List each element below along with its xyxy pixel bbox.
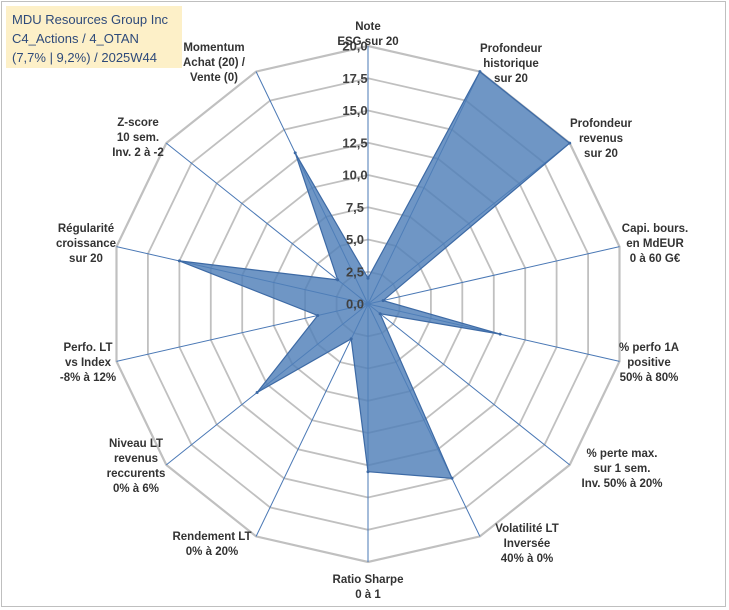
data-point-11	[177, 259, 181, 263]
axis-label-5-line-2: Inv. 50% à 20%	[582, 478, 663, 490]
axis-label-2-line-1: revenus	[579, 133, 623, 145]
axis-label-10: Perfo. LT vs Index -8% à 12%	[60, 342, 116, 384]
tick-label-0: 0,0	[346, 297, 364, 312]
axis-label-12-line-0: Z-score	[117, 117, 159, 129]
data-point-7	[366, 470, 370, 474]
axis-label-10-line-0: Perfo. LT	[64, 342, 113, 354]
axis-label-1-line-0: Profondeur	[480, 43, 542, 55]
axis-label-10-line-1: vs Index	[65, 357, 112, 369]
spoke-5	[367, 303, 571, 466]
axis-label-1: Profondeur historique sur 20	[480, 43, 542, 85]
axis-label-0: Note ESG sur 20	[337, 21, 398, 48]
axis-label-10-line-2: -8% à 12%	[60, 372, 116, 384]
data-point-5	[378, 312, 382, 316]
axis-label-8-line-0: Rendement LT	[172, 531, 251, 543]
axis-label-0-line-0: Note	[355, 21, 381, 33]
tick-label-6: 15,0	[342, 103, 367, 118]
axis-label-9-line-3: 0% à 6%	[113, 483, 159, 495]
axis-label-5: % perte max. sur 1 sem. Inv. 50% à 20%	[582, 448, 663, 490]
tick-label-4: 10,0	[342, 168, 367, 183]
data-point-3	[381, 299, 385, 303]
data-point-8	[349, 337, 353, 341]
axis-label-7-line-1: 0 à 1	[355, 589, 381, 601]
axis-label-8-line-1: 0% à 20%	[186, 546, 238, 558]
data-point-12	[336, 278, 340, 282]
axis-label-13: Momentum Achat (20) / Vente (0)	[183, 42, 246, 84]
tick-label-8: 20,0	[342, 39, 367, 54]
axis-label-3-line-1: en MdEUR	[626, 238, 684, 250]
radar-axis-labels: Note ESG sur 20 Profondeur historique sur 20…	[56, 21, 688, 601]
axis-label-11-line-0: Régularité	[58, 223, 114, 235]
axis-label-9-line-2: reccurents	[107, 468, 166, 480]
data-point-2	[568, 141, 572, 145]
axis-label-12: Z-score 10 sem. Inv. 2 à -2	[112, 117, 164, 159]
tick-label-7: 17,5	[342, 71, 367, 86]
axis-label-13-line-1: Achat (20) /	[183, 57, 246, 69]
axis-label-3-line-2: 0 à 60 G€	[630, 253, 681, 265]
data-point-6	[450, 476, 454, 480]
title-line-category: C4_Actions / 4_OTAN	[12, 31, 139, 46]
axis-label-1-line-1: historique	[483, 58, 539, 70]
spoke-8	[255, 303, 369, 537]
axis-label-12-line-1: 10 sem.	[117, 132, 159, 144]
axis-label-4-line-0: % perfo 1A	[619, 342, 679, 354]
data-point-10	[316, 314, 320, 317]
axis-label-5-line-0: % perte max.	[587, 448, 658, 460]
axis-label-11-line-1: croissance	[56, 238, 116, 250]
axis-label-3-line-0: Capi. bours.	[622, 223, 688, 235]
data-point-0	[366, 276, 370, 280]
axis-label-6-line-0: Volatilité LT	[495, 523, 558, 535]
axis-label-7: Ratio Sharpe 0 à 1	[333, 574, 404, 601]
axis-label-11-line-2: sur 20	[69, 253, 103, 265]
data-point-13	[293, 151, 297, 155]
data-point-4	[498, 332, 502, 336]
axis-label-13-line-0: Momentum	[183, 42, 244, 54]
axis-label-11: Régularité croissance sur 20	[56, 223, 116, 265]
axis-label-2: Profondeur revenus sur 20	[570, 118, 632, 160]
tick-label-2: 5,0	[346, 232, 364, 247]
radar-data	[177, 70, 572, 480]
axis-label-8: Rendement LT 0% à 20%	[172, 531, 251, 558]
axis-label-4-line-2: 50% à 80%	[620, 372, 679, 384]
tick-label-1: 2,5	[346, 264, 364, 279]
data-point-1	[478, 70, 482, 74]
spoke-12	[165, 142, 369, 305]
data-point-9	[255, 391, 259, 394]
axis-label-2-line-0: Profondeur	[570, 118, 632, 130]
axis-label-4: % perfo 1A positive 50% à 80%	[619, 342, 679, 384]
axis-label-9: Niveau LT revenus reccurents 0% à 6%	[107, 438, 166, 495]
axis-label-4-line-1: positive	[627, 357, 670, 369]
title-line-company: MDU Resources Group Inc	[12, 12, 169, 27]
title-line-period: (7,7% | 9,2%) / 2025W44	[12, 50, 158, 65]
axis-label-5-line-1: sur 1 sem.	[594, 463, 651, 475]
axis-label-9-line-1: revenus	[114, 453, 158, 465]
axis-label-1-line-2: sur 20	[494, 73, 528, 85]
series-polygon	[179, 70, 571, 479]
axis-label-13-line-2: Vente (0)	[190, 72, 238, 84]
axis-label-6: Volatilité LT Inversée 40% à 0%	[495, 523, 558, 565]
radar-tick-labels: 0,0 2,5 5,0 7,5 10,0 12,5 15,0 17,5 20,0	[342, 39, 367, 312]
axis-label-9-line-0: Niveau LT	[109, 438, 163, 450]
axis-label-12-line-2: Inv. 2 à -2	[112, 147, 164, 159]
axis-label-6-line-1: Inversée	[504, 538, 551, 550]
axis-label-0-line-1: ESG sur 20	[337, 36, 398, 48]
axis-label-3: Capi. bours. en MdEUR 0 à 60 G€	[622, 223, 688, 265]
axis-label-6-line-2: 40% à 0%	[501, 553, 553, 565]
axis-label-7-line-0: Ratio Sharpe	[333, 574, 404, 586]
tick-label-3: 7,5	[346, 200, 364, 215]
tick-label-5: 12,5	[342, 135, 367, 150]
spoke-3	[367, 246, 620, 305]
axis-label-2-line-2: sur 20	[584, 148, 618, 160]
chart-title-box: MDU Resources Group Inc C4_Actions / 4_O…	[6, 6, 182, 68]
